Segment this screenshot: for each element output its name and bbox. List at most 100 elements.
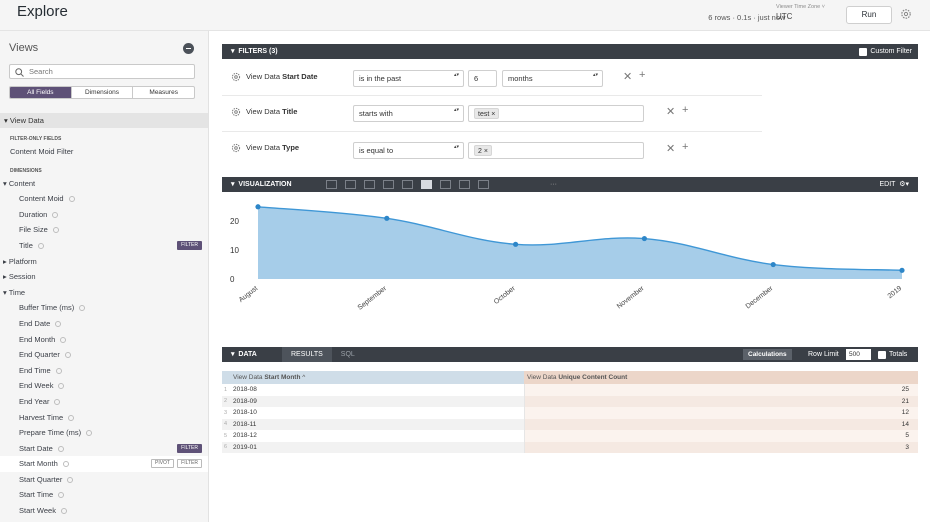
field-item-end-time[interactable]: End Time bbox=[0, 363, 208, 379]
info-icon[interactable] bbox=[62, 461, 69, 468]
field-item-title[interactable]: Title FILTER bbox=[0, 238, 208, 254]
custom-filter-toggle[interactable]: Custom Filter bbox=[859, 44, 912, 59]
tab-measures[interactable]: Measures bbox=[132, 87, 194, 98]
data-point[interactable] bbox=[255, 204, 261, 210]
filter-tag-input[interactable]: test × bbox=[468, 105, 644, 122]
add-filter-icon[interactable]: + bbox=[639, 69, 646, 81]
field-item-duration[interactable]: Duration bbox=[0, 207, 208, 223]
field-item-content-moid-filter[interactable]: Content Moid Filter bbox=[0, 144, 208, 160]
filter-unit-select[interactable]: months bbox=[502, 70, 603, 87]
info-icon[interactable] bbox=[86, 430, 93, 437]
field-item-end-quarter[interactable]: End Quarter bbox=[0, 347, 208, 363]
field-item-prepare-time-ms[interactable]: Prepare Time (ms) bbox=[0, 425, 208, 441]
info-icon[interactable] bbox=[68, 414, 75, 421]
info-icon[interactable] bbox=[54, 398, 61, 405]
field-item-buffer-time-ms[interactable]: Buffer Time (ms) bbox=[0, 300, 208, 316]
info-icon[interactable] bbox=[55, 320, 62, 327]
bar-chart-icon[interactable] bbox=[364, 180, 375, 189]
info-icon[interactable] bbox=[68, 196, 75, 203]
data-point[interactable] bbox=[384, 215, 390, 221]
filter-operator-select[interactable]: starts with bbox=[353, 105, 464, 122]
tab-sql[interactable]: SQL bbox=[340, 351, 355, 358]
field-item-start-week[interactable]: Start Week bbox=[0, 503, 208, 519]
field-item-start-time[interactable]: Start Time bbox=[0, 487, 208, 503]
field-group-time[interactable]: ▾ Time bbox=[0, 285, 208, 301]
filter-badge[interactable]: FILTER bbox=[177, 443, 202, 453]
tab-results[interactable]: RESULTS bbox=[282, 347, 332, 362]
field-item-file-size[interactable]: File Size bbox=[0, 222, 208, 238]
visualization-panel-header[interactable]: ▾ VISUALIZATION ··· EDIT ⚙▾ bbox=[222, 177, 918, 192]
table-chart-icon[interactable] bbox=[326, 180, 337, 189]
info-icon[interactable] bbox=[64, 352, 71, 359]
add-filter-icon[interactable]: + bbox=[682, 141, 689, 153]
pie-chart-icon[interactable] bbox=[440, 180, 451, 189]
tab-dimensions[interactable]: Dimensions bbox=[70, 87, 133, 98]
map-chart-icon[interactable] bbox=[459, 180, 470, 189]
data-panel-header[interactable]: ▾ DATA RESULTS SQL Calculations Row Limi… bbox=[222, 347, 918, 362]
info-icon[interactable] bbox=[79, 305, 86, 312]
field-item-start-quarter[interactable]: Start Quarter bbox=[0, 472, 208, 488]
line-chart-icon[interactable] bbox=[402, 180, 413, 189]
area-chart-icon[interactable] bbox=[421, 180, 432, 189]
filter-badge[interactable]: FILTER bbox=[177, 240, 202, 250]
single-value-icon[interactable] bbox=[478, 180, 489, 189]
search-box[interactable] bbox=[9, 64, 195, 79]
data-point[interactable] bbox=[513, 241, 519, 247]
info-icon[interactable] bbox=[60, 336, 67, 343]
column-header-start-month[interactable]: View Data Start Month ^ bbox=[222, 371, 524, 384]
filter-tag-input[interactable]: 2 × bbox=[468, 142, 644, 159]
gear-icon[interactable] bbox=[231, 72, 241, 82]
field-group-session[interactable]: ▸ Session bbox=[0, 269, 208, 285]
field-item-end-month[interactable]: End Month bbox=[0, 332, 208, 348]
filter-button[interactable]: FILTER bbox=[177, 459, 202, 469]
field-item-end-date[interactable]: End Date bbox=[0, 316, 208, 332]
filter-operator-select[interactable]: is equal to bbox=[353, 142, 464, 159]
column-chart-icon[interactable] bbox=[345, 180, 356, 189]
field-group-content[interactable]: ▾ Content bbox=[0, 176, 208, 192]
filter-tag[interactable]: 2 × bbox=[474, 145, 492, 156]
tab-all-fields[interactable]: All Fields bbox=[10, 87, 71, 98]
field-item-content-moid[interactable]: Content Moid bbox=[0, 191, 208, 207]
info-icon[interactable] bbox=[67, 476, 74, 483]
field-item-start-date[interactable]: Start Date FILTER bbox=[0, 441, 208, 457]
info-icon[interactable] bbox=[52, 211, 59, 218]
remove-filter-icon[interactable]: ✕ bbox=[623, 71, 633, 83]
gear-icon[interactable] bbox=[231, 107, 241, 117]
info-icon[interactable] bbox=[60, 508, 67, 515]
field-item-end-year[interactable]: End Year bbox=[0, 394, 208, 410]
more-viz-icon[interactable]: ··· bbox=[550, 181, 557, 188]
gear-icon[interactable] bbox=[231, 143, 241, 153]
filters-panel-header[interactable]: ▾ FILTERS (3) Custom Filter bbox=[222, 44, 918, 59]
info-icon[interactable] bbox=[55, 367, 62, 374]
row-limit-input[interactable]: 500 bbox=[846, 349, 871, 360]
info-icon[interactable] bbox=[52, 227, 59, 234]
data-point[interactable] bbox=[770, 261, 776, 268]
search-input[interactable] bbox=[29, 66, 189, 77]
remove-filter-icon[interactable]: ✕ bbox=[666, 106, 676, 118]
filter-operator-select[interactable]: is in the past bbox=[353, 70, 464, 87]
custom-filter-checkbox[interactable] bbox=[859, 47, 868, 56]
totals-toggle[interactable]: Totals bbox=[878, 347, 907, 362]
collapse-icon[interactable] bbox=[183, 43, 194, 54]
field-item-harvest-time[interactable]: Harvest Time bbox=[0, 410, 208, 426]
info-icon[interactable] bbox=[58, 492, 65, 499]
totals-checkbox[interactable] bbox=[878, 350, 886, 359]
scatter-chart-icon[interactable] bbox=[383, 180, 394, 189]
view-header[interactable]: ▾ View Data bbox=[0, 113, 208, 128]
field-group-platform[interactable]: ▸ Platform bbox=[0, 254, 208, 270]
filter-value-input[interactable]: 6 bbox=[468, 70, 497, 87]
add-filter-icon[interactable]: + bbox=[682, 104, 689, 116]
timezone-selector[interactable]: Viewer Time Zone ˅ UTC bbox=[776, 4, 825, 21]
field-item-start-month[interactable]: Start Month PIVOT FILTER bbox=[0, 456, 208, 472]
edit-viz-button[interactable]: EDIT ⚙▾ bbox=[879, 181, 909, 188]
column-header-unique-content-count[interactable]: View Data Unique Content Count bbox=[524, 371, 918, 384]
info-icon[interactable] bbox=[57, 445, 64, 452]
info-icon[interactable] bbox=[58, 383, 65, 390]
info-icon[interactable] bbox=[37, 242, 44, 249]
data-point[interactable] bbox=[641, 235, 647, 242]
filter-tag[interactable]: test × bbox=[474, 108, 500, 119]
calculations-button[interactable]: Calculations bbox=[743, 349, 792, 360]
remove-filter-icon[interactable]: ✕ bbox=[666, 143, 676, 155]
field-item-end-week[interactable]: End Week bbox=[0, 378, 208, 394]
run-button[interactable]: Run bbox=[846, 6, 892, 24]
